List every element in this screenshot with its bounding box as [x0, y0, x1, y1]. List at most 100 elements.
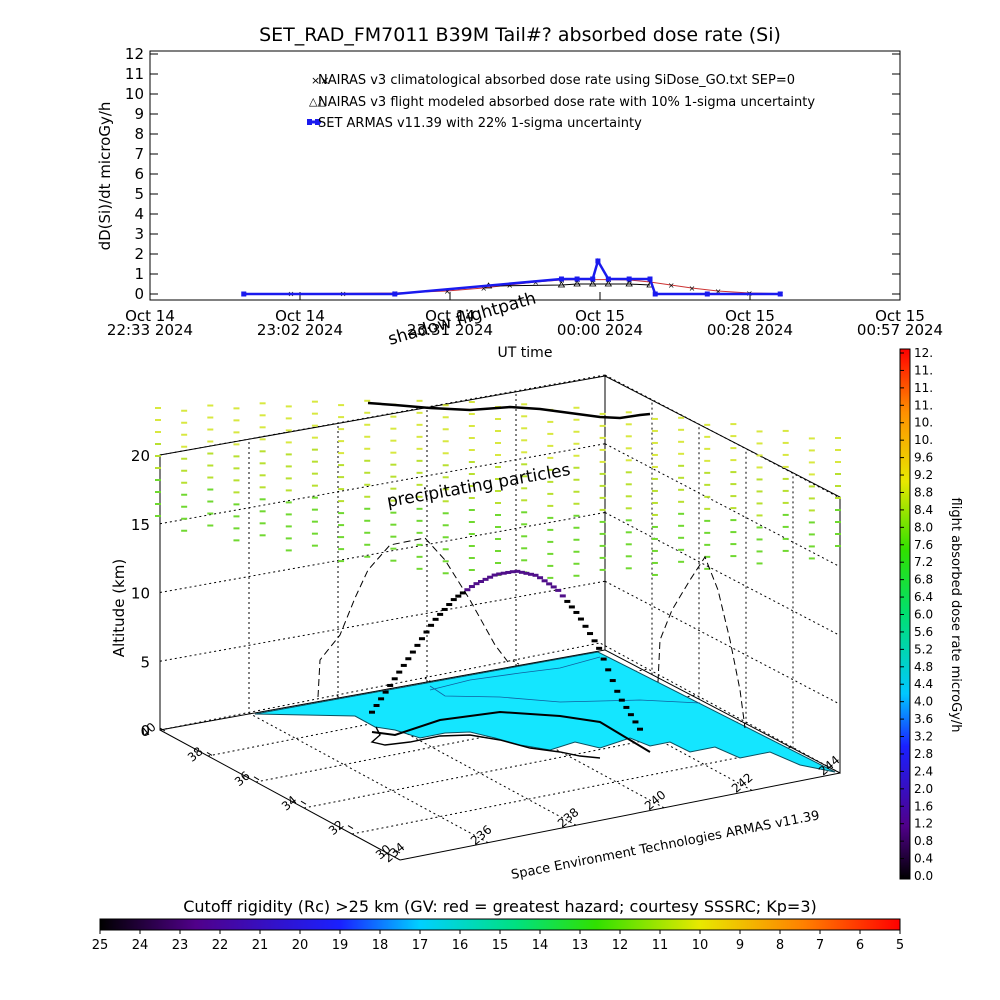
- y-tick-label: 5: [134, 185, 144, 203]
- floor-gridline: [599, 642, 841, 774]
- legend-marker-x: ××: [311, 74, 329, 87]
- altitude-tick-label: 5: [140, 653, 150, 671]
- shadow-flight-path: [367, 401, 651, 420]
- altitude-tick-label: 20: [131, 447, 150, 465]
- floor-edge-lon: [399, 772, 841, 861]
- altitude-gridline: [159, 512, 606, 593]
- colorbar-tick-label: 0.4: [914, 852, 933, 866]
- legend-item-armas: SET ARMAS v11.39 with 22% 1-sigma uncert…: [307, 116, 642, 131]
- data-point: [652, 291, 658, 297]
- x-tick-label: 00:00 2024: [557, 321, 643, 339]
- colorbar-tick-label: 7.2: [914, 555, 933, 569]
- colorbar-tick-label: 8.8: [914, 485, 933, 499]
- floor-gridline: [247, 712, 489, 844]
- flight-profile-projection-left: [317, 537, 509, 698]
- colorbar-label: flight absorbed dose rate microGy/h: [948, 498, 963, 733]
- latitude-tick: [300, 800, 307, 805]
- legend-marker-square: [307, 119, 312, 125]
- altitude-tick-label: 15: [131, 516, 150, 534]
- colorbar-ticks: 25 24 23 22 21 20 19 18 17 16 15 14 13 12 11 10 9 8 7 6 5: [92, 930, 904, 953]
- colorbar-tick-label: 12: [612, 938, 629, 953]
- colorbar-tick-label: 21: [252, 938, 269, 953]
- precipitating-particles: [155, 399, 841, 579]
- dose-rate-timeseries: SET_RAD_FM7011 B39M Tail#? absorbed dose…: [96, 24, 943, 361]
- longitude-tick-label: 236: [468, 822, 495, 847]
- colorbar-tick-label: 3.6: [914, 712, 933, 726]
- altitude-axis-label: Altitude (km): [110, 559, 128, 657]
- x-tick-label: 00:28 2024: [707, 321, 793, 339]
- data-point: ×: [668, 281, 675, 290]
- x-tick-label: Oct 14: [275, 307, 325, 325]
- floor-edge-lat: [159, 729, 401, 861]
- y-tick-label: 9: [134, 105, 144, 123]
- data-point: [589, 280, 597, 287]
- colorbar-tick-label: 9.2: [914, 468, 933, 482]
- plot-frame: [149, 50, 901, 301]
- data-point: [573, 280, 581, 287]
- altitude-tick-label: 10: [131, 585, 150, 603]
- colorbar-title: Cutoff rigidity (Rc) >25 km (GV: red = g…: [183, 897, 817, 916]
- y-tick-label: 10: [125, 85, 144, 103]
- shadow-flightpath-label: shadow flightpath: [386, 288, 538, 349]
- state-border: [429, 685, 701, 704]
- top-chart-title: SET_RAD_FM7011 B39M Tail#? absorbed dose…: [259, 24, 781, 46]
- legend-item-nairas-flight: △△ NAIRAS v3 flight modeled absorbed dos…: [309, 95, 815, 110]
- data-point: [595, 258, 601, 264]
- colorbar-tick-label: 19: [332, 938, 349, 953]
- flight-3d-panel: shadow flightpath precipitating particle…: [110, 288, 842, 882]
- colorbar-tick-label: 1.6: [914, 799, 933, 813]
- longitude-tick-label: 244: [816, 753, 843, 778]
- x-tick-label: Oct 14: [425, 307, 475, 325]
- colorbar-tick-label: 7.6: [914, 538, 933, 552]
- colorbar-tick-label: 22: [212, 938, 229, 953]
- floor-gridline: [335, 694, 577, 826]
- latitude-tick: [206, 751, 213, 756]
- colorbar-tick-label: 18: [372, 938, 389, 953]
- legend-label: SET ARMAS v11.39 with 22% 1-sigma uncert…: [318, 116, 642, 131]
- colorbar-tick-label: 5.6: [914, 625, 933, 639]
- state-border: [429, 656, 601, 691]
- longitude-tick-label: 240: [642, 788, 669, 813]
- altitude-gridline: [159, 443, 606, 525]
- altitude-gridline: [159, 580, 606, 662]
- colorbar-tick-label: 24: [132, 938, 149, 953]
- data-point: [241, 291, 247, 297]
- series-line: [243, 257, 781, 296]
- altitude-ticks: 0 5 10 15 20: [131, 447, 150, 740]
- colorbar-tick-label: 3.2: [914, 730, 933, 744]
- latitude-tick-label: 32: [326, 817, 347, 838]
- colorbar-gradient: [99, 918, 901, 931]
- x-axis-label: UT time: [498, 345, 553, 361]
- y-tick-label: 2: [134, 245, 144, 263]
- latitude-tick: [394, 849, 401, 854]
- colorbar-tick-label: 9: [736, 938, 744, 953]
- colorbar-tick-label: 5.2: [914, 642, 933, 656]
- coastline: [370, 726, 601, 759]
- data-point: [704, 291, 710, 297]
- legend-item-nairas-clim: ×× NAIRAS v3 climatological absorbed dos…: [311, 73, 795, 88]
- precipitating-particles-label: precipitating particles: [385, 460, 572, 512]
- data-point: ×: [689, 284, 696, 293]
- colorbar-tick-label: 13: [572, 938, 589, 953]
- colorbar-tick-label: 17: [412, 938, 429, 953]
- data-point: [392, 291, 398, 297]
- data-point: [647, 276, 653, 282]
- data-point: [625, 280, 633, 287]
- cutoff-rigidity-colorbar: Cutoff rigidity (Rc) >25 km (GV: red = g…: [92, 897, 904, 953]
- y-tick-label: 7: [134, 145, 144, 163]
- colorbar-tick-label: 4.0: [914, 695, 933, 709]
- colorbar-tick-label: 10.: [914, 433, 933, 447]
- colorbar-tick-label: 2.4: [914, 764, 933, 778]
- y-tick-label: 11: [125, 65, 144, 83]
- latitude-tick-label: 36: [232, 769, 253, 790]
- colorbar-tick-label: 2.8: [914, 747, 933, 761]
- x-tick-label: Oct 15: [725, 307, 775, 325]
- ground-map: [254, 651, 836, 773]
- colorbar-ticks: 0.0 0.4 0.8 1.2 1.6 2.0 2.4 2.8 3.2 3.6 4.0 4.4 4.8 5…: [900, 346, 933, 883]
- colorbar-tick-label: 14: [532, 938, 549, 953]
- x-tick-label: Oct 14: [125, 307, 175, 325]
- colorbar-tick-label: 6.8: [914, 573, 933, 587]
- flight-path: [369, 569, 643, 731]
